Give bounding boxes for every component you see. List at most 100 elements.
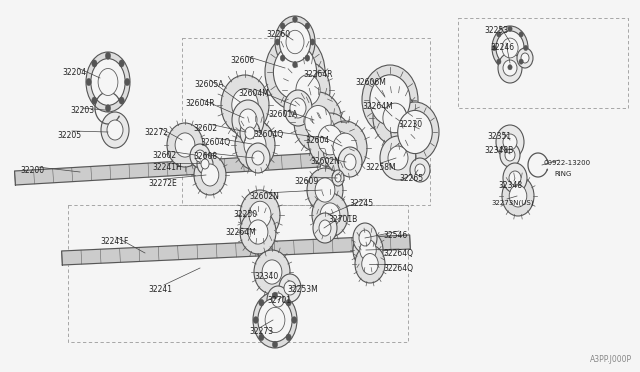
Ellipse shape <box>240 120 260 146</box>
Text: 32604: 32604 <box>305 136 329 145</box>
Polygon shape <box>61 235 410 265</box>
Ellipse shape <box>359 230 371 246</box>
Text: 32340: 32340 <box>254 272 278 281</box>
Text: 32606M: 32606M <box>355 78 386 87</box>
Ellipse shape <box>503 134 517 150</box>
Ellipse shape <box>284 90 312 126</box>
Ellipse shape <box>101 112 129 148</box>
Ellipse shape <box>310 39 315 45</box>
Ellipse shape <box>107 120 123 140</box>
Ellipse shape <box>249 201 271 229</box>
Ellipse shape <box>307 168 343 212</box>
Text: 32272: 32272 <box>144 128 168 137</box>
Ellipse shape <box>362 65 418 135</box>
Ellipse shape <box>240 190 280 240</box>
Text: 32204: 32204 <box>62 68 86 77</box>
Ellipse shape <box>503 60 517 76</box>
Ellipse shape <box>239 109 257 131</box>
Ellipse shape <box>492 45 497 51</box>
Ellipse shape <box>391 102 439 162</box>
Ellipse shape <box>383 103 407 133</box>
Ellipse shape <box>318 125 342 155</box>
Text: 32606: 32606 <box>230 56 254 65</box>
Ellipse shape <box>332 170 344 186</box>
Ellipse shape <box>497 59 501 64</box>
Ellipse shape <box>265 307 285 333</box>
Ellipse shape <box>280 22 310 62</box>
Ellipse shape <box>280 23 285 29</box>
Ellipse shape <box>246 143 270 173</box>
Ellipse shape <box>397 110 432 154</box>
Text: 32602N: 32602N <box>310 157 340 166</box>
Ellipse shape <box>524 45 528 51</box>
Ellipse shape <box>333 133 357 163</box>
Ellipse shape <box>190 144 210 168</box>
Ellipse shape <box>305 23 310 29</box>
Ellipse shape <box>508 65 512 70</box>
Text: 32348: 32348 <box>498 181 522 190</box>
Ellipse shape <box>286 299 291 306</box>
Ellipse shape <box>509 171 521 185</box>
Ellipse shape <box>508 26 512 31</box>
Text: 32701: 32701 <box>267 296 291 305</box>
Ellipse shape <box>492 26 528 70</box>
Text: 32230: 32230 <box>398 120 422 129</box>
Ellipse shape <box>273 45 317 99</box>
Ellipse shape <box>292 16 298 22</box>
Ellipse shape <box>259 299 264 306</box>
Text: 32264M: 32264M <box>362 102 393 111</box>
Text: 32602N: 32602N <box>249 192 279 201</box>
Ellipse shape <box>106 105 111 112</box>
Ellipse shape <box>335 174 341 182</box>
Ellipse shape <box>125 78 130 86</box>
Ellipse shape <box>308 113 352 167</box>
Text: 32605A: 32605A <box>194 80 223 89</box>
Ellipse shape <box>259 334 264 341</box>
Text: 32253M: 32253M <box>287 285 317 294</box>
Ellipse shape <box>292 62 298 68</box>
Ellipse shape <box>194 155 226 195</box>
Ellipse shape <box>305 55 310 61</box>
Ellipse shape <box>517 48 533 68</box>
Ellipse shape <box>167 123 203 167</box>
Ellipse shape <box>353 231 383 269</box>
Ellipse shape <box>254 250 290 294</box>
Ellipse shape <box>505 149 515 161</box>
Polygon shape <box>15 153 321 185</box>
Ellipse shape <box>91 59 125 105</box>
Ellipse shape <box>280 55 285 61</box>
Ellipse shape <box>197 154 213 174</box>
Ellipse shape <box>313 213 337 243</box>
Ellipse shape <box>370 75 410 125</box>
Ellipse shape <box>119 97 124 104</box>
Ellipse shape <box>312 193 348 237</box>
Text: 32264M: 32264M <box>225 228 256 237</box>
Ellipse shape <box>286 62 330 118</box>
Ellipse shape <box>86 78 92 86</box>
Ellipse shape <box>360 240 376 260</box>
Ellipse shape <box>275 39 280 45</box>
Ellipse shape <box>355 245 385 283</box>
Ellipse shape <box>500 143 520 167</box>
Ellipse shape <box>106 52 111 60</box>
Ellipse shape <box>279 274 301 302</box>
Ellipse shape <box>275 16 315 68</box>
Text: 32602: 32602 <box>193 124 217 133</box>
Text: 32241H: 32241H <box>152 163 182 172</box>
Ellipse shape <box>410 158 430 182</box>
Text: 32241F: 32241F <box>100 237 129 246</box>
Ellipse shape <box>201 164 219 186</box>
Ellipse shape <box>286 30 304 54</box>
Ellipse shape <box>502 38 518 58</box>
Text: 32264Q: 32264Q <box>383 249 413 258</box>
Text: 32203: 32203 <box>70 106 94 115</box>
Ellipse shape <box>201 159 209 169</box>
Text: 32609: 32609 <box>294 177 318 186</box>
Ellipse shape <box>290 98 306 118</box>
Ellipse shape <box>262 260 282 284</box>
Text: 32348B: 32348B <box>484 146 513 155</box>
Ellipse shape <box>344 154 356 170</box>
Ellipse shape <box>498 53 522 83</box>
Text: 32601A: 32601A <box>268 110 298 119</box>
Ellipse shape <box>252 151 264 165</box>
